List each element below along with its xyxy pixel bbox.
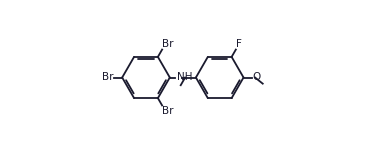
Text: Br: Br bbox=[163, 39, 174, 49]
Text: NH: NH bbox=[177, 72, 193, 82]
Text: Br: Br bbox=[163, 106, 174, 116]
Text: Br: Br bbox=[102, 73, 113, 82]
Text: F: F bbox=[236, 39, 242, 49]
Text: O: O bbox=[252, 73, 260, 82]
